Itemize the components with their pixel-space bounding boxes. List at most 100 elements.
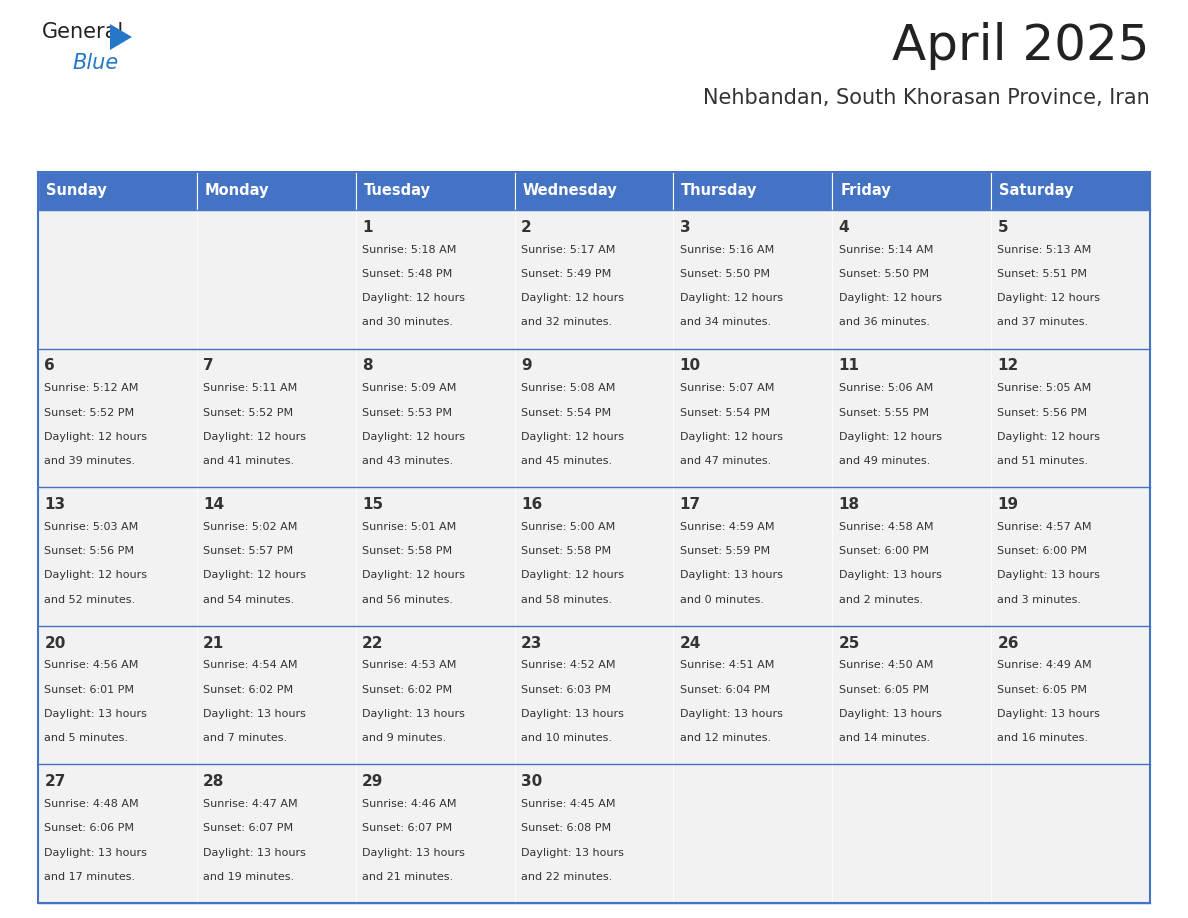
Text: and 51 minutes.: and 51 minutes. bbox=[998, 456, 1088, 466]
Text: 26: 26 bbox=[998, 635, 1019, 651]
Text: Sunset: 5:58 PM: Sunset: 5:58 PM bbox=[520, 546, 611, 556]
Text: Blue: Blue bbox=[72, 53, 119, 73]
Text: 17: 17 bbox=[680, 497, 701, 512]
Text: 21: 21 bbox=[203, 635, 225, 651]
Bar bbox=[197, 172, 355, 210]
Bar bbox=[38, 487, 197, 626]
Text: Monday: Monday bbox=[204, 184, 270, 198]
Text: Sunrise: 5:12 AM: Sunrise: 5:12 AM bbox=[44, 383, 139, 393]
Text: 25: 25 bbox=[839, 635, 860, 651]
Text: Daylight: 13 hours: Daylight: 13 hours bbox=[44, 847, 147, 857]
Text: 1: 1 bbox=[362, 219, 373, 235]
Bar bbox=[197, 487, 355, 626]
Text: Daylight: 13 hours: Daylight: 13 hours bbox=[203, 847, 307, 857]
Text: 9: 9 bbox=[520, 358, 531, 374]
Bar bbox=[991, 765, 1150, 903]
Text: and 47 minutes.: and 47 minutes. bbox=[680, 456, 771, 466]
Text: and 21 minutes.: and 21 minutes. bbox=[362, 872, 453, 882]
Text: and 19 minutes.: and 19 minutes. bbox=[203, 872, 295, 882]
Bar bbox=[833, 210, 991, 349]
Text: and 2 minutes.: and 2 minutes. bbox=[839, 595, 923, 605]
Text: Sunrise: 4:52 AM: Sunrise: 4:52 AM bbox=[520, 660, 615, 670]
Text: Nehbandan, South Khorasan Province, Iran: Nehbandan, South Khorasan Province, Iran bbox=[703, 88, 1150, 108]
Bar bbox=[674, 626, 833, 765]
Text: and 3 minutes.: and 3 minutes. bbox=[998, 595, 1081, 605]
Text: General: General bbox=[42, 22, 125, 42]
Text: Sunset: 5:56 PM: Sunset: 5:56 PM bbox=[44, 546, 134, 556]
Text: 2: 2 bbox=[520, 219, 532, 235]
Bar bbox=[833, 765, 991, 903]
Text: Daylight: 12 hours: Daylight: 12 hours bbox=[680, 293, 783, 303]
Text: Daylight: 12 hours: Daylight: 12 hours bbox=[362, 570, 465, 580]
Text: Sunset: 5:56 PM: Sunset: 5:56 PM bbox=[998, 408, 1087, 418]
Bar bbox=[674, 487, 833, 626]
Text: Daylight: 13 hours: Daylight: 13 hours bbox=[203, 709, 307, 719]
Text: 23: 23 bbox=[520, 635, 542, 651]
Text: Daylight: 13 hours: Daylight: 13 hours bbox=[839, 709, 942, 719]
Bar bbox=[38, 172, 1150, 903]
Text: Daylight: 13 hours: Daylight: 13 hours bbox=[998, 570, 1100, 580]
Text: Sunset: 6:02 PM: Sunset: 6:02 PM bbox=[362, 685, 453, 695]
Text: and 9 minutes.: and 9 minutes. bbox=[362, 733, 447, 744]
Text: and 52 minutes.: and 52 minutes. bbox=[44, 595, 135, 605]
Bar bbox=[355, 765, 514, 903]
Text: Sunset: 6:02 PM: Sunset: 6:02 PM bbox=[203, 685, 293, 695]
Bar bbox=[38, 765, 197, 903]
Text: Sunrise: 5:06 AM: Sunrise: 5:06 AM bbox=[839, 383, 933, 393]
Text: Sunset: 6:07 PM: Sunset: 6:07 PM bbox=[362, 823, 453, 834]
Text: Sunset: 6:00 PM: Sunset: 6:00 PM bbox=[998, 546, 1087, 556]
Text: 20: 20 bbox=[44, 635, 65, 651]
Text: Daylight: 13 hours: Daylight: 13 hours bbox=[362, 709, 465, 719]
Text: Daylight: 13 hours: Daylight: 13 hours bbox=[362, 847, 465, 857]
Bar bbox=[514, 487, 674, 626]
Text: Friday: Friday bbox=[840, 184, 891, 198]
Text: Sunrise: 4:45 AM: Sunrise: 4:45 AM bbox=[520, 799, 615, 809]
Text: Sunrise: 4:46 AM: Sunrise: 4:46 AM bbox=[362, 799, 456, 809]
Text: Sunrise: 4:48 AM: Sunrise: 4:48 AM bbox=[44, 799, 139, 809]
Text: Daylight: 13 hours: Daylight: 13 hours bbox=[520, 709, 624, 719]
Text: 14: 14 bbox=[203, 497, 225, 512]
Text: 15: 15 bbox=[362, 497, 384, 512]
Text: Sunset: 5:49 PM: Sunset: 5:49 PM bbox=[520, 269, 611, 279]
Text: and 37 minutes.: and 37 minutes. bbox=[998, 318, 1088, 328]
Text: Sunrise: 5:01 AM: Sunrise: 5:01 AM bbox=[362, 521, 456, 532]
Text: Daylight: 12 hours: Daylight: 12 hours bbox=[362, 293, 465, 303]
Text: Daylight: 12 hours: Daylight: 12 hours bbox=[520, 293, 624, 303]
Text: Sunset: 5:52 PM: Sunset: 5:52 PM bbox=[44, 408, 134, 418]
Text: Sunrise: 4:53 AM: Sunrise: 4:53 AM bbox=[362, 660, 456, 670]
Text: Sunset: 5:54 PM: Sunset: 5:54 PM bbox=[520, 408, 611, 418]
Text: Sunrise: 5:18 AM: Sunrise: 5:18 AM bbox=[362, 245, 456, 254]
Text: Sunset: 5:50 PM: Sunset: 5:50 PM bbox=[839, 269, 929, 279]
Text: Tuesday: Tuesday bbox=[364, 184, 431, 198]
Text: Sunrise: 5:07 AM: Sunrise: 5:07 AM bbox=[680, 383, 775, 393]
Text: Sunset: 6:08 PM: Sunset: 6:08 PM bbox=[520, 823, 611, 834]
Text: Sunrise: 5:08 AM: Sunrise: 5:08 AM bbox=[520, 383, 615, 393]
Text: Sunset: 5:54 PM: Sunset: 5:54 PM bbox=[680, 408, 770, 418]
Text: Daylight: 12 hours: Daylight: 12 hours bbox=[998, 293, 1100, 303]
Text: Daylight: 12 hours: Daylight: 12 hours bbox=[998, 431, 1100, 442]
Bar bbox=[355, 172, 514, 210]
Text: Thursday: Thursday bbox=[682, 184, 758, 198]
Text: Daylight: 12 hours: Daylight: 12 hours bbox=[839, 293, 942, 303]
Text: Sunset: 6:05 PM: Sunset: 6:05 PM bbox=[998, 685, 1087, 695]
Text: Daylight: 12 hours: Daylight: 12 hours bbox=[203, 570, 307, 580]
Bar bbox=[674, 765, 833, 903]
Bar bbox=[991, 349, 1150, 487]
Text: Sunday: Sunday bbox=[46, 184, 107, 198]
Text: and 49 minutes.: and 49 minutes. bbox=[839, 456, 930, 466]
Text: 10: 10 bbox=[680, 358, 701, 374]
Text: Sunset: 5:55 PM: Sunset: 5:55 PM bbox=[839, 408, 929, 418]
Text: Sunrise: 4:51 AM: Sunrise: 4:51 AM bbox=[680, 660, 775, 670]
Text: Sunset: 5:52 PM: Sunset: 5:52 PM bbox=[203, 408, 293, 418]
Bar bbox=[38, 172, 197, 210]
Text: 11: 11 bbox=[839, 358, 860, 374]
Bar bbox=[514, 765, 674, 903]
Bar bbox=[355, 210, 514, 349]
Bar bbox=[38, 349, 197, 487]
Text: Sunset: 5:57 PM: Sunset: 5:57 PM bbox=[203, 546, 293, 556]
Text: and 43 minutes.: and 43 minutes. bbox=[362, 456, 453, 466]
Text: Sunset: 5:53 PM: Sunset: 5:53 PM bbox=[362, 408, 453, 418]
Text: 28: 28 bbox=[203, 774, 225, 789]
Text: Daylight: 13 hours: Daylight: 13 hours bbox=[998, 709, 1100, 719]
Text: 30: 30 bbox=[520, 774, 542, 789]
